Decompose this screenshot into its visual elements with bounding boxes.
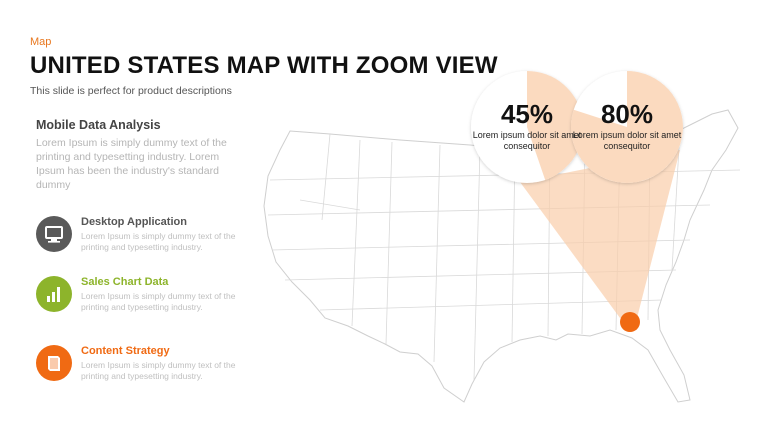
zoom-stat-description: Lorem ipsum dolor sit amet consequitor: [572, 130, 682, 151]
feature-title: Content Strategy: [81, 345, 170, 357]
book-icon: [36, 345, 72, 381]
page-title: UNITED STATES MAP WITH ZOOM VIEW: [30, 52, 498, 79]
feature-description: Lorem Ipsum is simply dummy text of the …: [81, 291, 236, 312]
mobile-analysis-description: Lorem Ipsum is simply dummy text of the …: [36, 137, 227, 191]
zoom-cone: [520, 150, 680, 318]
mobile-analysis-heading: Mobile Data Analysis: [36, 118, 161, 132]
zoom-stat-1: 45% Lorem ipsum dolor sit amet consequit…: [467, 100, 587, 152]
feature-title: Sales Chart Data: [81, 276, 169, 288]
location-marker: [620, 312, 640, 332]
page-subtitle: This slide is perfect for product descri…: [30, 85, 232, 97]
monitor-icon: [36, 216, 72, 252]
zoom-stat-2: 80% Lorem ipsum dolor sit amet consequit…: [567, 100, 687, 152]
slide-category-tag: Map: [30, 36, 52, 48]
progress-wedge-45: [527, 70, 584, 180]
feature-title: Desktop Application: [81, 216, 187, 228]
progress-wedge-80: [570, 71, 683, 183]
zoom-stat-value: 45%: [500, 99, 554, 129]
feature-description: Lorem Ipsum is simply dummy text of the …: [81, 360, 236, 381]
feature-description: Lorem Ipsum is simply dummy text of the …: [81, 231, 236, 252]
bar-chart-icon: [36, 276, 72, 312]
zoom-stat-value: 80%: [600, 99, 654, 129]
zoom-stat-description: Lorem ipsum dolor sit amet consequitor: [472, 130, 582, 151]
